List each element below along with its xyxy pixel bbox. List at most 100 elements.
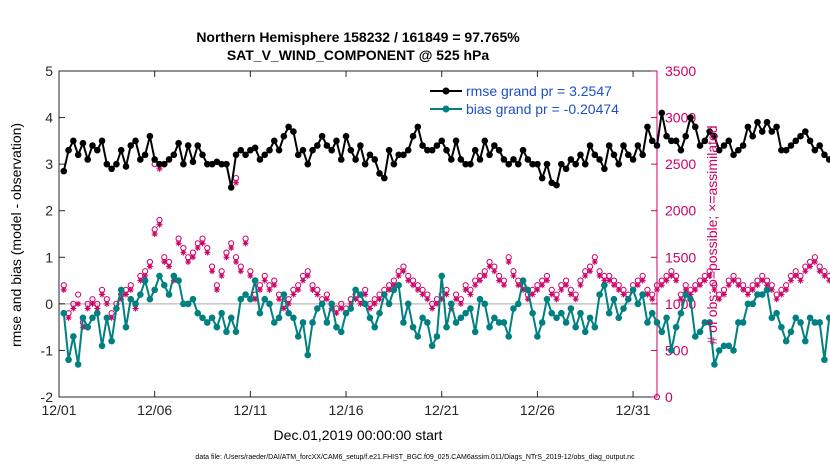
rmse-series-point [113, 161, 120, 168]
rmse-series-point [324, 142, 331, 149]
bias-series-point [654, 319, 661, 326]
rmse-series-point [505, 161, 512, 168]
bias-series-point [304, 352, 311, 359]
obs-assimilated-point [66, 315, 72, 321]
bias-series-point [343, 310, 350, 317]
bias-series-point [769, 315, 776, 322]
bias-series-point [740, 319, 747, 326]
bias-series-point [458, 315, 465, 322]
bias-series-point [209, 315, 216, 322]
bias-series-point [381, 291, 388, 298]
obs-assimilated-point [611, 282, 617, 288]
obs-assimilated-point [195, 245, 201, 251]
rmse-series-point [237, 147, 244, 154]
obs-assimilated-point [176, 240, 182, 246]
obs-assimilated-point [228, 245, 234, 251]
rmse-series-point [381, 175, 388, 182]
obs-assimilated-point [123, 292, 129, 298]
rmse-series-point [572, 161, 579, 168]
bias-series-point [716, 347, 723, 354]
bias-series-point [190, 296, 197, 303]
bias-series-point [424, 319, 431, 326]
bias-series-point [639, 291, 646, 298]
bias-series-point [266, 301, 273, 308]
bias-series-point [520, 277, 527, 284]
rmse-series-point [405, 147, 412, 154]
rmse-series-point [314, 142, 321, 149]
rmse-series-point [745, 124, 752, 131]
obs-assimilated-point [75, 301, 81, 307]
rmse-series-point [348, 147, 355, 154]
bias-series-point [587, 315, 594, 322]
bias-series-point [410, 324, 417, 331]
obs-assimilated-point [726, 282, 732, 288]
rmse-series-point [754, 119, 761, 126]
bias-series-point [386, 301, 393, 308]
rmse-series-point [386, 147, 393, 154]
obs-assimilated-point [420, 292, 426, 298]
y-left-tick-label: 0 [45, 296, 53, 312]
rmse-series-point [486, 152, 493, 159]
rmse-series-point [271, 138, 278, 145]
bias-series-point [237, 296, 244, 303]
x-axis-label: Dec.01,2019 00:00:00 start [274, 427, 443, 443]
bias-series-point [572, 324, 579, 331]
rmse-series-point [223, 161, 230, 168]
rmse-series-point [166, 156, 173, 163]
obs-assimilated-point [668, 273, 674, 279]
rmse-series-point [190, 159, 197, 166]
rmse-series-point [60, 168, 67, 175]
bias-series-point [644, 319, 651, 326]
obs-assimilated-point [310, 287, 316, 293]
rmse-series-point [80, 140, 87, 147]
rmse-series-point [415, 124, 422, 131]
rmse-series-point [233, 152, 240, 159]
rmse-series-point [692, 124, 699, 131]
obs-assimilated-point [467, 292, 473, 298]
obs-assimilated-point [740, 287, 746, 293]
bias-series-point [592, 324, 599, 331]
bias-series-point [257, 310, 264, 317]
obs-assimilated-point [214, 287, 220, 293]
bias-series-point [596, 291, 603, 298]
rmse-series-point [697, 142, 704, 149]
rmse-series-point [328, 147, 335, 154]
rmse-series-point [371, 156, 378, 163]
obs-assimilated-point [472, 282, 478, 288]
legend-bias-label: bias grand pr = -0.20474 [466, 101, 619, 117]
bias-series-point [764, 287, 771, 294]
obs-assimilated-point [204, 250, 210, 256]
obs-assimilated-point [410, 282, 416, 288]
bias-series-point [352, 287, 359, 294]
rmse-series-point [228, 184, 235, 191]
bias-series-point [185, 301, 192, 308]
rmse-series-point [185, 142, 192, 149]
rmse-series-point [89, 142, 96, 149]
bias-series-point [467, 305, 474, 312]
rmse-series-point [639, 152, 646, 159]
rmse-series-point [252, 145, 259, 152]
bias-series-point [132, 301, 139, 308]
bias-series-point [529, 310, 536, 317]
bias-series-point [333, 324, 340, 331]
bias-series-point [477, 296, 484, 303]
bias-series-point [788, 329, 795, 336]
bias-series-point [553, 315, 560, 322]
bias-series-point [582, 329, 589, 336]
bias-series-point [233, 329, 240, 336]
rmse-series-point [352, 156, 359, 163]
bias-series-point [544, 296, 551, 303]
y-left-tick-label: 3 [45, 156, 53, 172]
bias-series-point [515, 301, 522, 308]
rmse-series-point [453, 138, 460, 145]
obs-assimilated-point [496, 278, 502, 284]
obs-assimilated-point [305, 273, 311, 279]
rmse-series-point [180, 161, 187, 168]
bias-series-point [60, 310, 67, 317]
rmse-series-point [108, 166, 115, 173]
bias-series-point [615, 315, 622, 322]
obs-assimilated-point [400, 268, 406, 274]
obs-assimilated-point [812, 259, 818, 265]
obs-assimilated-point [463, 287, 469, 293]
rmse-series-point [769, 128, 776, 135]
